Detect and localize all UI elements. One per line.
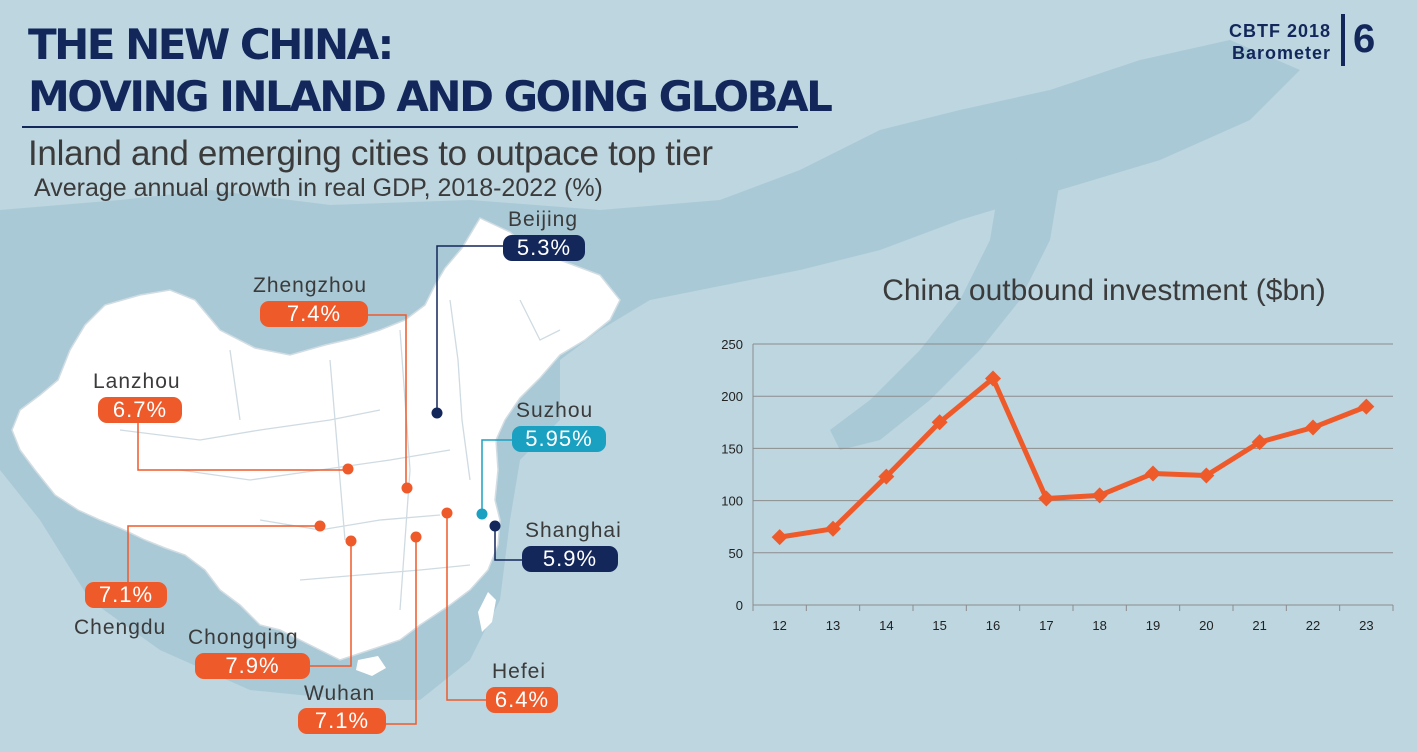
data-point-marker bbox=[1198, 467, 1215, 484]
wuhan-dot bbox=[410, 531, 422, 543]
growth-badge-hefei: 6.4% bbox=[486, 687, 558, 713]
x-tick-label: 20 bbox=[1199, 618, 1213, 633]
city-label-wuhan: Wuhan bbox=[304, 682, 376, 705]
map-caption: Average annual growth in real GDP, 2018-… bbox=[34, 174, 603, 202]
suzhou-dot bbox=[476, 508, 488, 520]
chongqing-dot bbox=[345, 535, 357, 547]
beijing-connector bbox=[436, 245, 503, 412]
x-tick-label: 17 bbox=[1039, 618, 1053, 633]
beijing-dot bbox=[431, 407, 443, 419]
growth-badge-suzhou: 5.95% bbox=[512, 426, 606, 452]
shanghai-dot bbox=[489, 520, 501, 532]
shanghai-connector bbox=[494, 526, 522, 561]
city-label-zhengzhou: Zhengzhou bbox=[253, 274, 368, 297]
brand-line-1: CBTF 2018 bbox=[1228, 21, 1331, 41]
x-tick-label: 22 bbox=[1306, 618, 1320, 633]
city-label-beijing: Beijing bbox=[508, 208, 579, 231]
y-tick-labels: 0 50 100 150 200 250 bbox=[721, 337, 743, 613]
chart-gridlines bbox=[753, 343, 1393, 554]
x-tick-label: 19 bbox=[1146, 618, 1160, 633]
outbound-investment-chart: China outbound investment ($bn) 0 50 100 15… bbox=[721, 274, 1394, 633]
y-tick-label: 250 bbox=[721, 337, 743, 352]
hainan-island bbox=[356, 656, 386, 676]
city-label-chongqing: Chongqing bbox=[188, 626, 299, 649]
growth-badge-shanghai: 5.9% bbox=[522, 546, 618, 572]
y-tick-label: 100 bbox=[721, 494, 743, 509]
x-tick-label: 16 bbox=[986, 618, 1000, 633]
data-point-marker bbox=[1251, 434, 1268, 451]
x-tick-labels: 12 13 14 15 16 17 18 19 20 21 22 23 bbox=[772, 618, 1373, 633]
title-divider bbox=[22, 126, 798, 128]
brand-line-2: Barometer bbox=[1231, 43, 1331, 63]
growth-badge-chengdu: 7.1% bbox=[85, 582, 167, 608]
chengdu-connector bbox=[127, 525, 320, 582]
data-point-marker bbox=[878, 468, 895, 485]
x-tick-label: 12 bbox=[772, 618, 786, 633]
city-label-hefei: Hefei bbox=[492, 660, 547, 683]
suzhou-connector bbox=[481, 439, 512, 513]
lanzhou-connector bbox=[137, 422, 348, 471]
data-point-marker bbox=[1038, 490, 1055, 507]
chengdu-dot bbox=[314, 520, 326, 532]
lanzhou-dot bbox=[342, 463, 354, 475]
page-number: 6 bbox=[1353, 17, 1376, 61]
zhengzhou-dot bbox=[401, 482, 413, 494]
y-tick-label: 0 bbox=[736, 598, 743, 613]
x-tick-label: 21 bbox=[1252, 618, 1266, 633]
brand-divider bbox=[1341, 14, 1345, 66]
hefei-connector bbox=[446, 513, 486, 701]
data-point-marker bbox=[985, 370, 1001, 387]
china-mainland bbox=[11, 217, 621, 661]
growth-badge-chongqing: 7.9% bbox=[195, 653, 310, 679]
x-tick-label: 14 bbox=[879, 618, 893, 633]
brand-block: CBTF 2018 Barometer bbox=[1229, 20, 1331, 64]
city-label-suzhou: Suzhou bbox=[516, 399, 594, 422]
page-title-line-1: THE NEW CHINA: bbox=[28, 20, 394, 69]
data-point-marker bbox=[1145, 465, 1161, 482]
wuhan-connector bbox=[386, 537, 417, 725]
city-label-lanzhou: Lanzhou bbox=[93, 370, 181, 393]
zhengzhou-connector bbox=[368, 314, 407, 488]
y-tick-label: 150 bbox=[721, 441, 743, 456]
x-tick-label: 23 bbox=[1359, 618, 1373, 633]
chart-axes bbox=[752, 344, 1394, 611]
growth-badge-wuhan: 7.1% bbox=[298, 708, 386, 734]
province-borders bbox=[119, 299, 561, 611]
japan-landmass bbox=[830, 140, 1060, 450]
x-tick-label: 13 bbox=[826, 618, 840, 633]
data-point-marker bbox=[931, 414, 948, 431]
section-subtitle: Inland and emerging cities to outpace to… bbox=[28, 134, 713, 173]
x-tick-label: 18 bbox=[1092, 618, 1106, 633]
y-tick-label: 50 bbox=[729, 546, 743, 561]
growth-badge-beijing: 5.3% bbox=[503, 235, 585, 261]
chart-title: China outbound investment ($bn) bbox=[882, 274, 1326, 307]
chongqing-connector bbox=[310, 541, 352, 667]
series-line bbox=[779, 375, 1368, 540]
data-point-marker bbox=[1091, 487, 1108, 504]
hefei-dot bbox=[441, 507, 453, 519]
data-point-marker bbox=[1358, 398, 1375, 415]
data-point-marker bbox=[825, 520, 841, 537]
data-point-marker bbox=[771, 529, 788, 546]
taiwan-island bbox=[478, 592, 496, 632]
growth-badge-zhengzhou: 7.4% bbox=[260, 301, 368, 327]
x-tick-label: 15 bbox=[932, 618, 946, 633]
city-label-shanghai: Shanghai bbox=[525, 519, 622, 542]
chart-series bbox=[771, 370, 1375, 546]
city-label-chengdu: Chengdu bbox=[74, 616, 167, 639]
page-title-line-2: MOVING INLAND AND GOING GLOBAL bbox=[28, 72, 833, 121]
data-point-marker bbox=[1305, 419, 1321, 436]
y-tick-label: 200 bbox=[721, 389, 743, 404]
growth-badge-lanzhou: 6.7% bbox=[98, 397, 182, 423]
